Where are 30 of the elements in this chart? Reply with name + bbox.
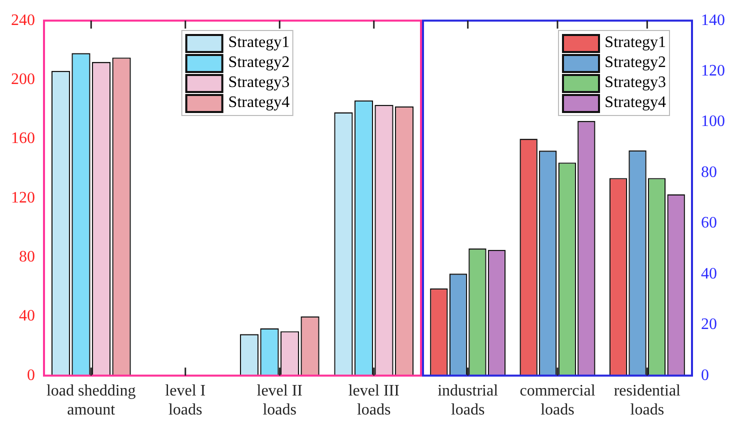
- x-tick-label: residential loads: [614, 382, 682, 419]
- y-tick-label: 80: [19, 248, 35, 266]
- y-tick-label: 160: [11, 130, 35, 148]
- legend-label: Strategy2: [228, 54, 290, 72]
- y-tick-label: 80: [701, 164, 717, 181]
- y-tick-label: 100: [701, 113, 725, 130]
- y-tick-label: 0: [701, 366, 709, 384]
- y-tick-label: 60: [701, 214, 717, 232]
- legend-label: Strategy3: [604, 74, 666, 92]
- y-tick-label: 40: [19, 308, 35, 325]
- x-tick-label: industrial loads: [438, 382, 499, 419]
- y-tick-label: 120: [11, 189, 35, 206]
- x-tick-label: level III loads: [348, 382, 400, 419]
- y-tick-label: 0: [27, 366, 35, 384]
- legend-label: Strategy3: [228, 74, 290, 92]
- y-tick-label: 200: [11, 70, 35, 88]
- y-tick-label: 120: [701, 62, 725, 80]
- legend-label: Strategy2: [604, 54, 666, 72]
- y-tick-label: 20: [701, 316, 717, 334]
- y-tick-label: 240: [11, 12, 35, 29]
- x-tick-label: commercial loads: [520, 382, 596, 419]
- legend-label: Strategy4: [228, 94, 290, 112]
- legend-label: Strategy1: [604, 34, 666, 52]
- x-tick-label: level II loads: [256, 382, 302, 419]
- y-tick-label: 40: [701, 265, 717, 282]
- x-tick-label: level I loads: [165, 382, 206, 419]
- legend-label: Strategy1: [228, 34, 290, 52]
- x-tick-label: load shedding amount: [46, 382, 136, 419]
- legend-label: Strategy4: [604, 94, 666, 112]
- y-tick-label: 140: [701, 12, 725, 29]
